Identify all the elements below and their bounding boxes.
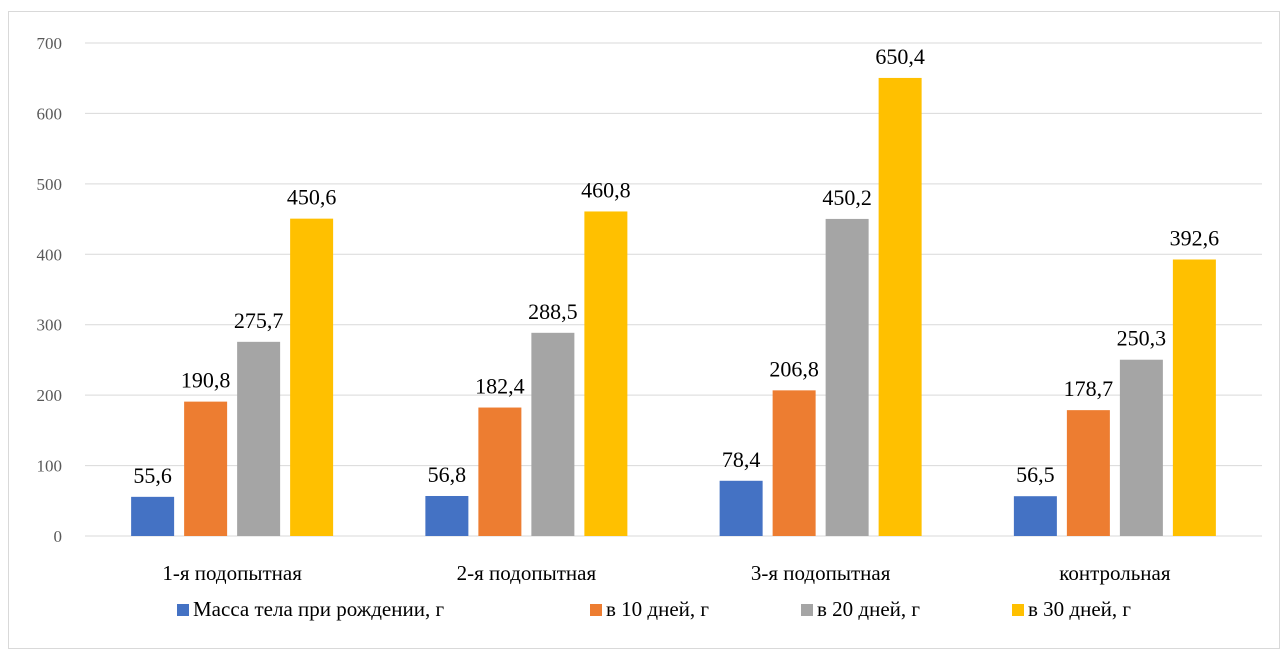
y-tick-label-500: 500 bbox=[37, 175, 63, 194]
data-label-3-1: 78,4 bbox=[722, 447, 761, 472]
data-label-4-2: 178,7 bbox=[1064, 376, 1114, 401]
bar-4-2 bbox=[1066, 410, 1110, 536]
bar-3-1 bbox=[719, 480, 763, 536]
bar-1-2 bbox=[184, 401, 228, 536]
legend-label-4: в 30 дней, г bbox=[1028, 597, 1131, 621]
data-label-1-3: 275,7 bbox=[234, 308, 284, 333]
data-label-3-3: 450,2 bbox=[822, 185, 872, 210]
y-tick-label-200: 200 bbox=[37, 386, 63, 405]
y-tick-label-0: 0 bbox=[54, 527, 63, 546]
legend-label-2: в 10 дней, г bbox=[606, 597, 709, 621]
data-label-4-4: 392,6 bbox=[1170, 225, 1220, 250]
category-label-4: контрольная bbox=[1059, 561, 1171, 585]
data-label-2-2: 182,4 bbox=[475, 374, 525, 399]
data-label-4-1: 56,5 bbox=[1016, 462, 1055, 487]
bar-2-1 bbox=[425, 495, 469, 536]
data-label-2-4: 460,8 bbox=[581, 177, 631, 202]
y-tick-label-600: 600 bbox=[37, 104, 63, 123]
y-tick-label-400: 400 bbox=[37, 245, 63, 264]
bar-1-3 bbox=[237, 341, 281, 536]
data-label-3-2: 206,8 bbox=[769, 356, 819, 381]
bar-4-4 bbox=[1172, 259, 1216, 536]
data-label-1-2: 190,8 bbox=[181, 368, 231, 393]
data-label-3-4: 650,4 bbox=[875, 44, 925, 69]
data-label-2-1: 56,8 bbox=[428, 462, 467, 487]
bar-3-4 bbox=[878, 77, 922, 537]
category-label-2: 2-я подопытная bbox=[457, 561, 597, 585]
legend-swatch-2 bbox=[590, 604, 602, 616]
chart-frame bbox=[8, 11, 1280, 649]
bar-4-1 bbox=[1013, 496, 1057, 536]
legend-swatch-1 bbox=[177, 604, 189, 616]
legend-swatch-3 bbox=[801, 604, 813, 616]
bar-3-3 bbox=[825, 218, 869, 536]
bar-3-2 bbox=[772, 390, 816, 536]
data-label-4-3: 250,3 bbox=[1117, 326, 1167, 351]
bar-1-4 bbox=[290, 218, 334, 536]
bar-2-2 bbox=[478, 407, 522, 536]
data-label-1-1: 55,6 bbox=[133, 463, 172, 488]
category-label-3: 3-я подопытная bbox=[751, 561, 891, 585]
bar-2-3 bbox=[531, 332, 575, 536]
data-label-2-3: 288,5 bbox=[528, 299, 578, 324]
legend-label-3: в 20 дней, г bbox=[817, 597, 920, 621]
legend-swatch-4 bbox=[1012, 604, 1024, 616]
y-tick-label-700: 700 bbox=[37, 34, 63, 53]
bar-2-4 bbox=[584, 211, 628, 536]
legend-label-1: Масса тела при рождении, г bbox=[193, 597, 444, 621]
y-tick-label-100: 100 bbox=[37, 457, 63, 476]
bar-4-3 bbox=[1119, 359, 1163, 536]
y-tick-label-300: 300 bbox=[37, 316, 63, 335]
category-label-1: 1-я подопытная bbox=[162, 561, 302, 585]
data-label-1-4: 450,6 bbox=[287, 185, 337, 210]
bar-1-1 bbox=[131, 496, 175, 536]
